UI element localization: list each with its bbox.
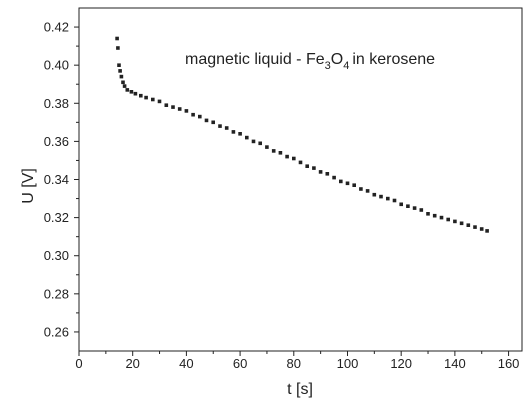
data-point [392,198,397,203]
data-point [446,217,450,222]
data-point [231,130,236,134]
data-point [157,99,162,104]
data-point [298,160,303,165]
data-point [238,132,242,136]
data-point [271,149,276,153]
data-point [419,208,424,212]
data-point [372,192,377,197]
data-point [453,219,457,224]
data-point [251,139,256,144]
data-point [218,124,222,128]
data-point [133,91,138,96]
ticks: 0 20 40 60 80 100 120 140 160 0.26 0.28 0.30 0.32 0.3… [44,20,520,371]
data-point [117,63,121,67]
data-point [345,181,350,186]
data-points [115,36,489,233]
data-point [439,215,444,220]
data-point [144,95,148,100]
y-tick-label: 0.34 [44,172,69,187]
data-point [365,189,370,193]
data-point [122,84,127,88]
data-point [265,145,269,149]
x-tick-label: 0 [75,356,82,371]
x-tick-label: 160 [498,356,520,371]
y-axis-label: U [V] [20,168,37,204]
annotation-oxygen: O [331,51,343,68]
data-point [116,46,120,50]
y-tick-label: 0.40 [44,58,69,73]
data-point [191,112,195,117]
data-point [151,97,155,102]
x-tick-label: 120 [390,356,412,371]
data-point [318,170,323,174]
data-point [406,204,410,208]
data-point [473,225,477,229]
data-point [426,212,430,216]
data-point [224,126,229,130]
data-point [412,206,417,210]
annotation: magnetic liquid - Fe3O4 in kerosene [185,51,435,72]
data-point [258,141,262,146]
data-point [125,88,130,92]
data-point [399,202,403,207]
data-point [332,175,336,180]
data-point [184,109,189,113]
data-point [325,172,330,176]
x-tick-label: 140 [444,356,466,371]
data-point [379,194,383,199]
data-point [129,90,134,94]
plot-frame [78,7,523,352]
x-axis-label: t [s] [287,381,313,398]
data-point [386,196,390,201]
data-point [198,114,202,119]
annotation-prefix: magnetic liquid - Fe [185,51,325,68]
data-point [245,135,249,140]
data-point [115,36,119,41]
data-point [339,179,343,184]
data-point [211,120,215,125]
data-point [285,154,289,159]
data-point [485,229,489,233]
y-tick-label: 0.28 [44,286,69,301]
data-point [118,69,122,73]
data-point [119,74,124,79]
data-point [479,227,484,231]
y-tick-label: 0.38 [44,96,69,111]
x-tick-label: 20 [125,356,139,371]
x-tick-label: 80 [287,356,301,371]
data-point [171,105,175,109]
data-point [164,103,169,107]
data-point [292,156,296,161]
data-point [459,221,464,226]
data-point [305,164,309,168]
data-point [177,107,182,111]
y-tick-label: 0.42 [44,20,69,35]
y-tick-label: 0.36 [44,134,69,149]
data-point [466,223,471,227]
x-tick-label: 40 [179,356,193,371]
y-tick-label: 0.32 [44,210,69,225]
annotation-suffix: in kerosene [352,51,435,68]
data-point [204,118,209,123]
data-point [432,213,437,218]
data-point [352,183,356,187]
annotation-subscript-4: 4 [343,60,349,72]
data-point [278,151,283,155]
x-tick-label: 100 [337,356,359,371]
data-point [121,80,125,85]
y-tick-label: 0.30 [44,248,69,263]
data-point [359,187,363,191]
data-point [139,93,143,98]
annotation-subscript-3: 3 [325,60,331,72]
x-tick-label: 60 [233,356,247,371]
y-tick-label: 0.26 [44,324,69,339]
data-point [312,166,316,170]
